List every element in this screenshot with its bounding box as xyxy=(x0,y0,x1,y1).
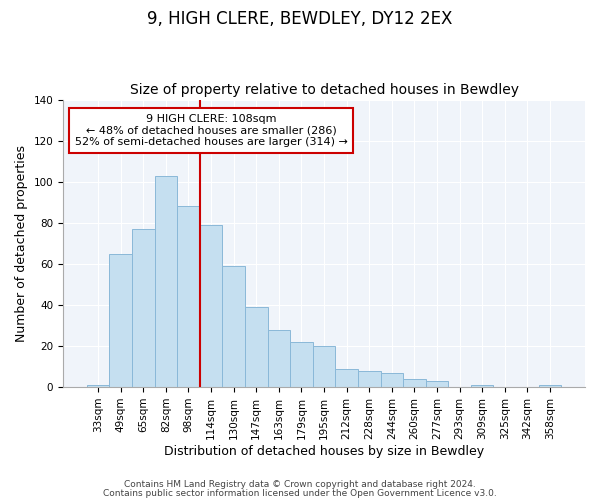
Text: 9, HIGH CLERE, BEWDLEY, DY12 2EX: 9, HIGH CLERE, BEWDLEY, DY12 2EX xyxy=(148,10,452,28)
Bar xyxy=(290,342,313,387)
Bar xyxy=(425,381,448,387)
Bar xyxy=(87,385,109,387)
X-axis label: Distribution of detached houses by size in Bewdley: Distribution of detached houses by size … xyxy=(164,444,484,458)
Bar xyxy=(132,229,155,387)
Bar xyxy=(155,176,177,387)
Text: Contains HM Land Registry data © Crown copyright and database right 2024.: Contains HM Land Registry data © Crown c… xyxy=(124,480,476,489)
Bar xyxy=(245,307,268,387)
Bar xyxy=(358,370,380,387)
Bar xyxy=(200,225,223,387)
Bar xyxy=(313,346,335,387)
Bar xyxy=(403,379,425,387)
Bar xyxy=(471,385,493,387)
Bar xyxy=(268,330,290,387)
Text: Contains public sector information licensed under the Open Government Licence v3: Contains public sector information licen… xyxy=(103,488,497,498)
Title: Size of property relative to detached houses in Bewdley: Size of property relative to detached ho… xyxy=(130,83,518,97)
Bar xyxy=(223,266,245,387)
Bar xyxy=(335,368,358,387)
Bar xyxy=(177,206,200,387)
Bar xyxy=(380,372,403,387)
Y-axis label: Number of detached properties: Number of detached properties xyxy=(15,145,28,342)
Bar xyxy=(109,254,132,387)
Bar xyxy=(539,385,561,387)
Text: 9 HIGH CLERE: 108sqm
← 48% of detached houses are smaller (286)
52% of semi-deta: 9 HIGH CLERE: 108sqm ← 48% of detached h… xyxy=(74,114,347,147)
